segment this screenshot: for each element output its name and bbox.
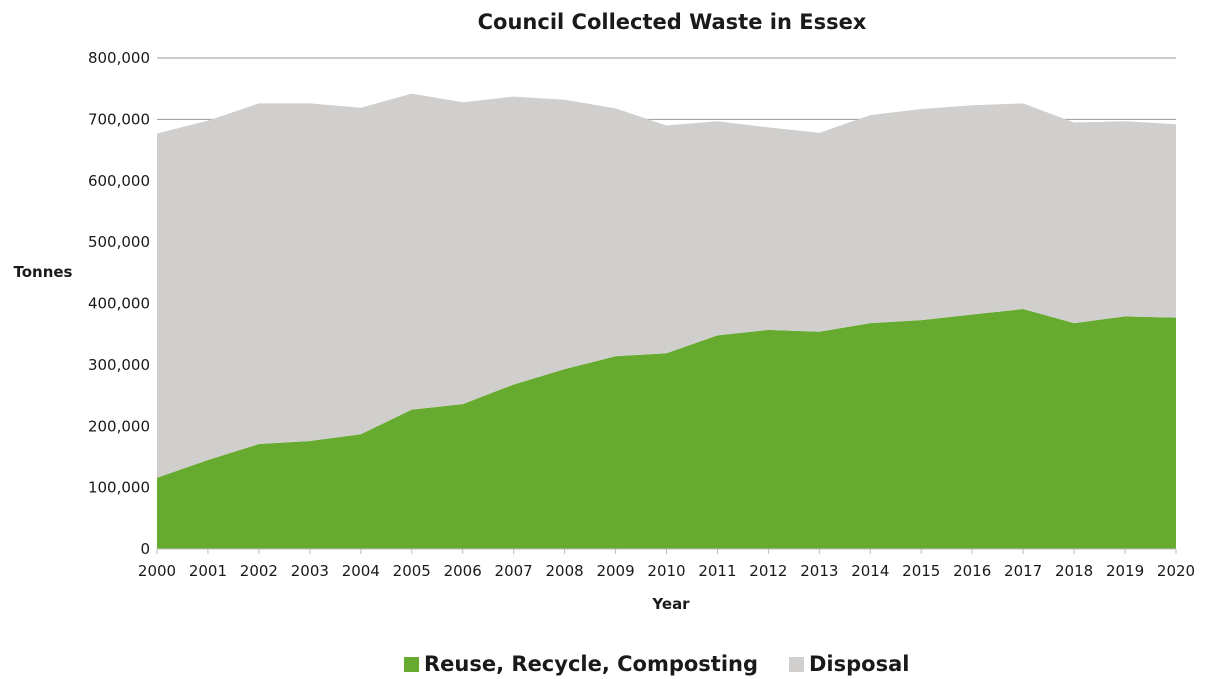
y-tick-label: 100,000 — [88, 479, 150, 497]
x-tick-label: 2015 — [902, 562, 940, 580]
y-tick-label: 700,000 — [88, 110, 150, 128]
x-tick-label: 2010 — [647, 562, 685, 580]
area-series-1 — [157, 309, 1176, 549]
x-axis-label: Year — [651, 595, 690, 613]
x-tick-labels: 2000 2001 2002 2003 2004 2005 2006 2007 2008 2009… — [138, 562, 1195, 580]
area-series-2 — [157, 93, 1176, 478]
x-tick-label: 2006 — [444, 562, 482, 580]
y-tick-labels: 0 100,000 200,000 300,000 400,000 500,000 600,… — [88, 49, 150, 558]
x-tick-label: 2003 — [291, 562, 329, 580]
x-tick-label: 2017 — [1004, 562, 1042, 580]
y-tick-label: 0 — [140, 540, 150, 558]
x-tick-label: 2007 — [495, 562, 533, 580]
x-tick-label: 2009 — [596, 562, 634, 580]
x-tick-label: 2014 — [851, 562, 889, 580]
legend: Reuse, Recycle, Composting Disposal — [404, 652, 909, 676]
x-tick-label: 2019 — [1106, 562, 1144, 580]
plot-areas — [157, 93, 1176, 549]
x-tick-label: 2013 — [800, 562, 838, 580]
y-tick-label: 500,000 — [88, 233, 150, 251]
x-tick-label: 2000 — [138, 562, 176, 580]
y-tick-label: 400,000 — [88, 295, 150, 313]
x-tick-label: 2012 — [749, 562, 787, 580]
y-tick-label: 600,000 — [88, 172, 150, 190]
legend-swatch — [404, 657, 419, 672]
legend-swatch — [789, 657, 804, 672]
x-tick-label: 2018 — [1055, 562, 1093, 580]
axes — [156, 548, 1177, 554]
x-tick-label: 2020 — [1157, 562, 1195, 580]
legend-label: Disposal — [809, 652, 909, 676]
x-tick-label: 2001 — [189, 562, 227, 580]
legend-label: Reuse, Recycle, Composting — [424, 652, 758, 676]
y-tick-label: 300,000 — [88, 356, 150, 374]
x-tick-label: 2011 — [698, 562, 736, 580]
x-tick-label: 2004 — [342, 562, 380, 580]
x-tick-label: 2002 — [240, 562, 278, 580]
x-tick-label: 2016 — [953, 562, 991, 580]
chart-title: Council Collected Waste in Essex — [478, 10, 867, 34]
x-tick-label: 2008 — [546, 562, 584, 580]
y-tick-label: 800,000 — [88, 49, 150, 67]
y-tick-label: 200,000 — [88, 417, 150, 435]
x-tick-label: 2005 — [393, 562, 431, 580]
y-axis-label: Tonnes — [13, 263, 72, 281]
